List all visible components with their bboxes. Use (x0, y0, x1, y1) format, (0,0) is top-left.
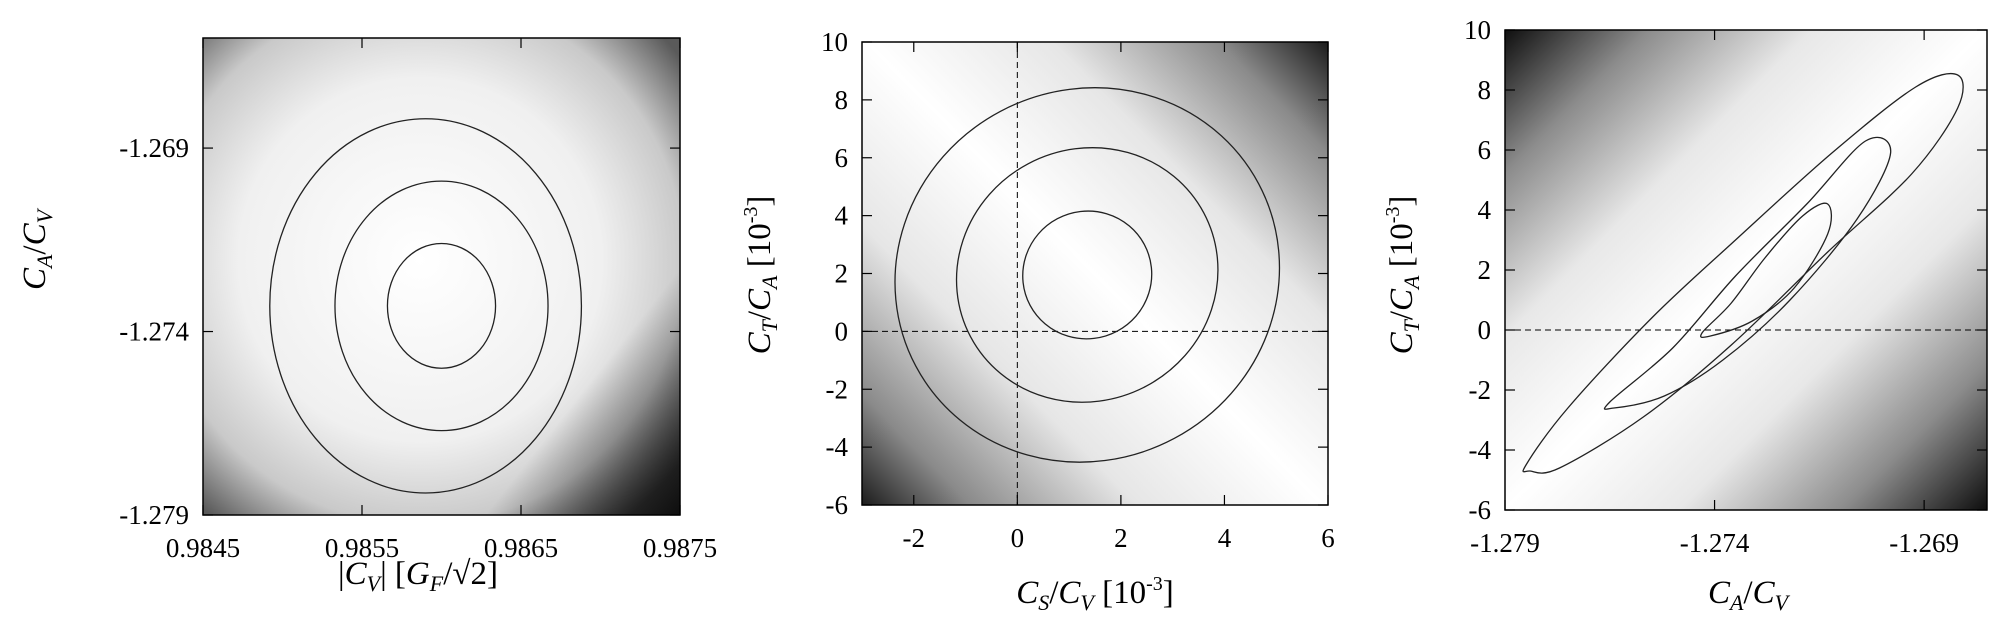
panel-ca-ct: -1.279 -1.274 -1.269 -6 -4 -2 0 2 4 6 8 10 CA/CV CT… (1382, 15, 1988, 615)
y-tick-label: 8 (835, 85, 849, 115)
contour-3sigma (1522, 72, 1964, 474)
plot-background (862, 42, 1328, 505)
contour-2sigma (334, 180, 549, 432)
y-tick-label: -2 (826, 374, 849, 404)
panel-cs-ct: -2 0 2 4 6 -6 -4 -2 0 2 4 6 8 10 CS/CV [10-3] CT/CA [… (740, 27, 1335, 615)
contour-group (1522, 72, 1964, 474)
tick-group: -1.279 -1.274 -1.269 -6 -4 -2 0 2 4 6 8 10 (1464, 15, 1987, 558)
plot-background-shade (203, 38, 680, 515)
x-tick-label: -1.269 (1889, 528, 1959, 558)
y-tick-label: 10 (821, 27, 848, 57)
y-tick-label: 0 (835, 316, 849, 346)
x-tick-label: 4 (1218, 523, 1232, 553)
x-axis-label: |CV| [GF/√2] (338, 556, 498, 596)
x-tick-label: 0.9875 (643, 533, 717, 563)
x-tick-label: 0 (1011, 523, 1025, 553)
y-tick-label: 0 (1478, 315, 1492, 345)
y-tick-label: -1.279 (119, 500, 189, 530)
x-axis-label: CA/CV (1708, 575, 1791, 615)
y-axis-label: CA/CV (17, 207, 57, 290)
contour-1sigma (386, 242, 497, 369)
contour-3sigma (269, 118, 583, 494)
y-tick-label: 2 (835, 259, 849, 289)
y-tick-label: -6 (1469, 495, 1492, 525)
x-axis-label: CS/CV [10-3] (1016, 573, 1174, 615)
plot-frame (202, 37, 681, 516)
y-tick-label: -6 (826, 490, 849, 520)
contour-group (269, 118, 583, 494)
contour-1sigma (1022, 210, 1153, 340)
y-tick-label: -2 (1469, 375, 1492, 405)
contour-2sigma (955, 147, 1219, 403)
contour-1sigma (1700, 202, 1833, 339)
y-tick-label: -4 (826, 432, 849, 462)
reference-lines (862, 42, 1328, 505)
x-tick-label: 2 (1114, 523, 1128, 553)
tick-group: -2 0 2 4 6 -6 -4 -2 0 2 4 6 8 10 (821, 27, 1335, 553)
contour-group (894, 87, 1281, 463)
tick-group: 0.9845 0.9855 0.9865 0.9875 -1.269 -1.274 -1.2… (119, 38, 717, 563)
y-tick-label: 6 (1478, 135, 1492, 165)
y-tick-label: 8 (1478, 75, 1492, 105)
x-tick-label: 6 (1321, 523, 1335, 553)
y-tick-label: 2 (1478, 255, 1492, 285)
y-tick-label: 4 (835, 201, 849, 231)
contour-2sigma (1603, 136, 1892, 410)
x-tick-label: -1.279 (1470, 528, 1540, 558)
y-tick-label: -4 (1469, 435, 1492, 465)
x-tick-label: -2 (903, 523, 926, 553)
y-tick-label: -1.274 (119, 317, 189, 347)
y-axis-label: CT/CA [10-3] (740, 196, 782, 355)
x-tick-label: 0.9845 (166, 533, 240, 563)
y-tick-label: -1.269 (119, 133, 189, 163)
y-tick-label: 4 (1478, 195, 1492, 225)
contour-3sigma (894, 87, 1281, 463)
y-tick-label: 6 (835, 143, 849, 173)
x-tick-label: -1.274 (1680, 528, 1750, 558)
plot-background (1505, 30, 1987, 510)
y-tick-label: 10 (1464, 15, 1491, 45)
y-axis-label: CT/CA [10-3] (1382, 196, 1424, 355)
panel-cv-ca: 0.9845 0.9855 0.9865 0.9875 -1.269 -1.274 -1.2… (17, 37, 717, 596)
x-tick-label: 0.9865 (484, 533, 558, 563)
x-tick-label: 0.9855 (325, 533, 399, 563)
